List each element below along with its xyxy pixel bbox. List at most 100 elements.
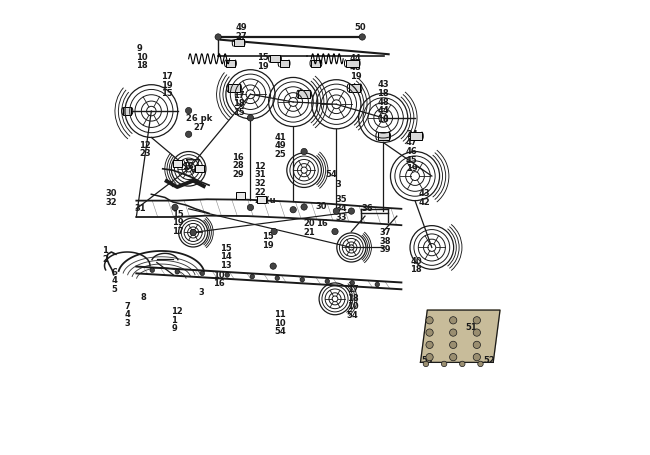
Bar (410, 133, 422, 141)
Text: 15: 15 (161, 89, 173, 98)
Text: 1: 1 (172, 315, 177, 324)
Text: 16: 16 (232, 152, 244, 161)
Text: 45: 45 (406, 156, 418, 164)
Text: 54: 54 (274, 326, 286, 335)
Text: 54: 54 (347, 310, 359, 319)
Text: 39: 39 (379, 245, 391, 254)
Text: 48: 48 (377, 97, 389, 106)
Bar (346, 61, 359, 68)
Bar (195, 166, 204, 173)
Circle shape (333, 208, 339, 215)
Text: 19: 19 (350, 71, 361, 81)
Text: 6: 6 (111, 267, 117, 276)
Text: 1: 1 (102, 246, 108, 255)
Text: 50: 50 (354, 23, 366, 32)
Text: 26(u: 26(u (254, 196, 276, 205)
Text: 10: 10 (274, 318, 286, 327)
Circle shape (200, 272, 205, 276)
Bar (378, 133, 389, 141)
Circle shape (450, 317, 457, 324)
Bar (233, 40, 244, 47)
Circle shape (473, 354, 480, 361)
Circle shape (150, 268, 155, 273)
Circle shape (350, 281, 354, 286)
Text: 9: 9 (136, 44, 142, 53)
Text: 38: 38 (379, 236, 391, 245)
Text: 20: 20 (303, 218, 315, 228)
Circle shape (290, 207, 296, 213)
Text: 43: 43 (377, 80, 389, 89)
Text: 21: 21 (303, 227, 315, 236)
Circle shape (473, 317, 480, 324)
Text: 12: 12 (140, 141, 151, 149)
Bar (173, 160, 182, 167)
Bar (226, 61, 235, 68)
Text: 37: 37 (379, 228, 391, 237)
Text: 12: 12 (172, 307, 183, 315)
Circle shape (190, 230, 196, 236)
Circle shape (450, 354, 457, 361)
Text: 10: 10 (213, 270, 225, 279)
Text: 42: 42 (419, 197, 430, 207)
Circle shape (301, 149, 307, 155)
Text: 19: 19 (406, 164, 417, 173)
Text: 32: 32 (254, 178, 266, 187)
Text: 23: 23 (140, 149, 151, 158)
Text: 19: 19 (161, 81, 173, 90)
Circle shape (426, 317, 433, 324)
Text: 18: 18 (377, 115, 389, 124)
Text: 27: 27 (193, 123, 205, 132)
Text: 17: 17 (161, 72, 173, 81)
Bar (237, 192, 246, 199)
Circle shape (225, 273, 229, 278)
Text: 3: 3 (335, 179, 341, 188)
Text: 49: 49 (274, 141, 286, 150)
Text: 16: 16 (182, 162, 194, 171)
Text: 52: 52 (483, 355, 495, 364)
Text: 16: 16 (213, 279, 225, 288)
Text: 41: 41 (274, 132, 286, 141)
Text: 11: 11 (274, 309, 286, 318)
Text: 15: 15 (262, 232, 274, 241)
Bar (280, 61, 289, 68)
Text: 17: 17 (172, 227, 183, 236)
Text: 32: 32 (106, 197, 118, 207)
Circle shape (271, 229, 278, 235)
Bar (349, 85, 360, 93)
Text: 18: 18 (233, 99, 245, 108)
Text: 10: 10 (136, 52, 148, 61)
Text: 19: 19 (262, 240, 274, 249)
Text: 49: 49 (235, 23, 247, 32)
Circle shape (325, 279, 330, 284)
Bar (270, 56, 280, 63)
Bar (228, 85, 240, 93)
Circle shape (478, 361, 483, 367)
Text: 46: 46 (406, 147, 418, 156)
Circle shape (460, 361, 465, 367)
Text: 4: 4 (125, 310, 131, 318)
Circle shape (426, 354, 433, 361)
Text: 15: 15 (172, 209, 183, 218)
Text: 12: 12 (254, 162, 266, 170)
Text: 13: 13 (220, 260, 232, 269)
Text: 44: 44 (350, 54, 362, 63)
Text: 22: 22 (254, 187, 266, 196)
Text: 27: 27 (235, 32, 247, 41)
Circle shape (375, 283, 380, 287)
Text: 18: 18 (347, 293, 358, 302)
Circle shape (332, 229, 338, 235)
Text: 53: 53 (421, 355, 433, 364)
Text: 48: 48 (350, 63, 361, 72)
Circle shape (423, 361, 428, 367)
Text: 17: 17 (347, 284, 358, 293)
Text: 3: 3 (199, 288, 204, 296)
Text: 43: 43 (419, 189, 430, 198)
Circle shape (473, 341, 480, 349)
Text: 8: 8 (141, 292, 147, 301)
Text: 54: 54 (325, 169, 337, 178)
Text: 15: 15 (233, 108, 245, 117)
Text: 40: 40 (410, 256, 422, 265)
Text: 26 pk: 26 pk (186, 114, 212, 123)
Text: 2: 2 (102, 254, 108, 263)
Circle shape (175, 270, 179, 274)
